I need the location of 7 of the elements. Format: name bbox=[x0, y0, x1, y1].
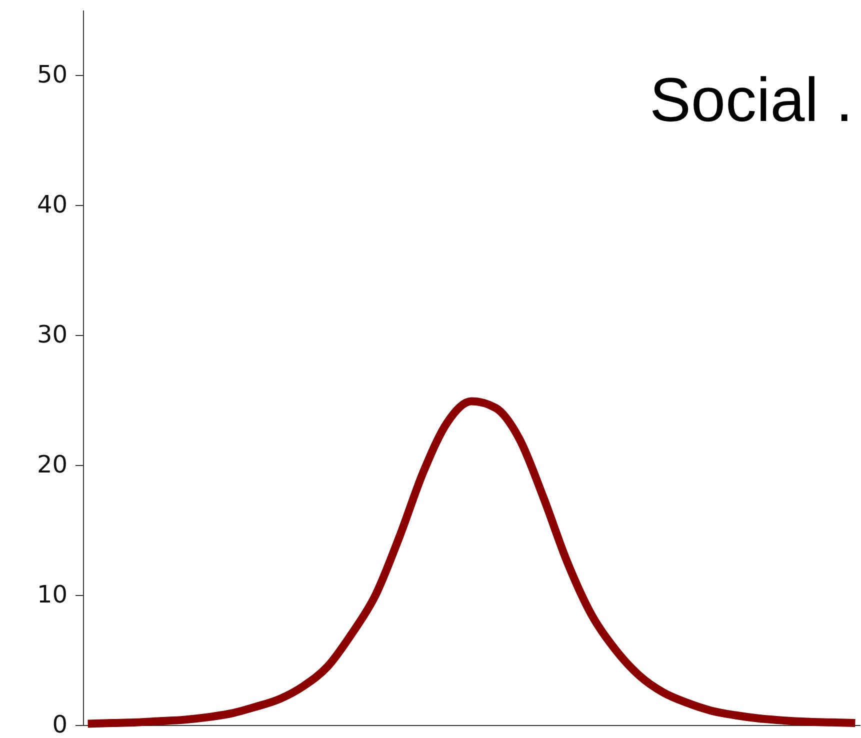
y-tick-label: 40 bbox=[36, 190, 68, 218]
y-tick-label: 0 bbox=[52, 710, 68, 738]
y-tick-label: 10 bbox=[36, 580, 68, 608]
annotation: Social . bbox=[650, 66, 853, 135]
y-tick-label: 20 bbox=[36, 450, 68, 478]
y-tick-label: 30 bbox=[36, 320, 68, 348]
y-tick-label: 50 bbox=[36, 60, 68, 88]
